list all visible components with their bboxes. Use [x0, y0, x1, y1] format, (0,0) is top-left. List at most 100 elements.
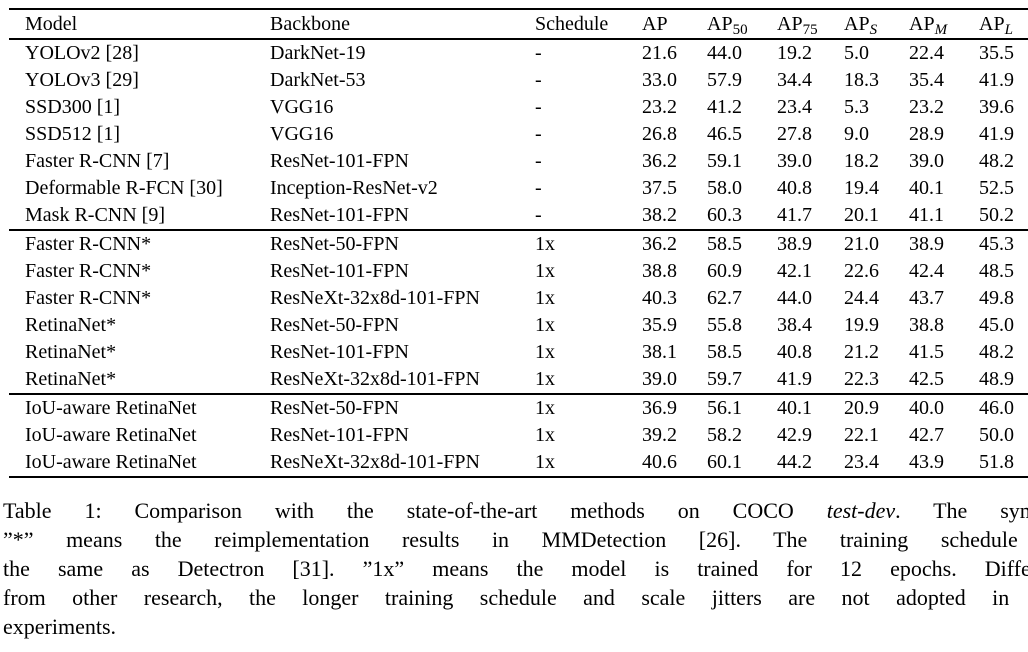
table-cell: 41.5 [909, 341, 944, 363]
table-cell: 41.1 [909, 204, 944, 226]
table-cell: 55.8 [707, 314, 742, 336]
col-header-ap50: AP50 [707, 9, 777, 40]
table-cell: ResNet-101-FPN [270, 424, 409, 446]
table-cell: 18.3 [844, 69, 879, 91]
table-cell: 41.9 [777, 368, 812, 390]
model-cell: IoU-aware RetinaNet [25, 397, 197, 419]
table-cell: 36.2 [642, 233, 677, 255]
table-row: IoU-aware RetinaNet ResNeXt-32x8d-101-FPN… [9, 449, 1028, 477]
col-header-label: Backbone [270, 13, 350, 35]
col-header-aps: APS [844, 9, 909, 40]
table-cell: 58.5 [707, 233, 742, 255]
table-cell: 38.8 [909, 314, 944, 336]
table-cell: 35.5 [979, 42, 1014, 64]
header-row: Model Backbone Schedule AP AP50 AP75 APS… [9, 9, 1028, 40]
table-row: IoU-aware RetinaNet ResNet-101-FPN 1x 39.2 5… [9, 422, 1028, 449]
table-cell: ResNet-50-FPN [270, 233, 399, 255]
table-cell: 41.9 [979, 69, 1014, 91]
table-cell: 60.9 [707, 260, 742, 282]
table-cell: 51.8 [979, 451, 1014, 473]
table-cell: 40.0 [909, 397, 944, 419]
table-cell: 5.0 [844, 42, 869, 64]
col-header-label: AP [979, 13, 1005, 35]
table-cell: - [535, 150, 542, 172]
caption-line-5: experiments. [3, 612, 1028, 641]
table-header: Model Backbone Schedule AP AP50 AP75 APS… [9, 9, 1028, 40]
table-cell: 1x [535, 341, 555, 363]
caption-text: ”*” means the reimplementation results i… [3, 527, 1028, 552]
caption-italic-text: test-dev [826, 498, 896, 523]
table-cell: 38.8 [642, 260, 677, 282]
table-cell: 38.9 [909, 233, 944, 255]
table-cell: 38.2 [642, 204, 677, 226]
col-header-ap: AP [642, 9, 707, 40]
table-cell: Inception-ResNet-v2 [270, 177, 438, 199]
col-header-label: AP [707, 13, 733, 35]
col-header-subscript: M [934, 22, 948, 38]
table-cell: 40.8 [777, 341, 812, 363]
table-cell: - [535, 204, 542, 226]
model-cell: Mask R-CNN [9] [25, 204, 165, 226]
caption-text: . The symbol [895, 498, 1028, 523]
table-cell: 21.2 [844, 341, 879, 363]
table-row: RetinaNet* ResNet-50-FPN 1x 35.9 55.8 38.4 19.… [9, 312, 1028, 339]
table-cell: ResNet-50-FPN [270, 397, 399, 419]
model-cell: RetinaNet* [25, 368, 117, 390]
table-cell: 22.6 [844, 260, 879, 282]
col-header-model: Model [9, 9, 270, 40]
table-cell: ResNet-101-FPN [270, 204, 409, 226]
table-cell: 23.4 [777, 96, 812, 118]
col-header-label: Model [25, 13, 78, 35]
table-row: Deformable R-FCN [30] Inception-ResNet-v2… [9, 175, 1028, 202]
col-header-label: Schedule [535, 13, 609, 35]
model-cell: Faster R-CNN* [25, 287, 152, 309]
table-cell: 43.9 [909, 451, 944, 473]
table-cell: 39.6 [979, 96, 1014, 118]
table-cell: 48.5 [979, 260, 1014, 282]
table-cell: 42.4 [909, 260, 944, 282]
col-header-subscript: 50 [732, 22, 748, 38]
model-cell: Faster R-CNN* [25, 260, 152, 282]
col-header-subscript: L [1004, 22, 1013, 38]
table-cell: 9.0 [844, 123, 869, 145]
table-cell: 19.9 [844, 314, 879, 336]
table-cell: 50.2 [979, 204, 1014, 226]
table-cell: 19.4 [844, 177, 879, 199]
table-cell: 46.0 [979, 397, 1014, 419]
table-cell: 33.0 [642, 69, 677, 91]
table-cell: 46.5 [707, 123, 742, 145]
table-cell: 23.2 [909, 96, 944, 118]
table-cell: 41.7 [777, 204, 812, 226]
table-cell: 57.9 [707, 69, 742, 91]
col-header-apl: APL [979, 9, 1028, 40]
table-cell: ResNet-101-FPN [270, 150, 409, 172]
col-header-label: AP [844, 13, 870, 35]
table-cell: 44.2 [777, 451, 812, 473]
table-cell: 19.2 [777, 42, 812, 64]
caption-text: Table 1: Comparison with the state-of-th… [3, 498, 827, 523]
table-cell: 59.1 [707, 150, 742, 172]
table-cell: 50.0 [979, 424, 1014, 446]
caption-text: experiments. [3, 614, 117, 639]
table-cell: 43.7 [909, 287, 944, 309]
table-cell: 1x [535, 314, 555, 336]
table-cell: 62.7 [707, 287, 742, 309]
table-row: SSD512 [1] VGG16 - 26.8 46.5 27.8 9.0 28.9 41.9 [9, 121, 1028, 148]
table-cell: 49.8 [979, 287, 1014, 309]
table-cell: DarkNet-19 [270, 42, 366, 64]
table-cell: 1x [535, 451, 555, 473]
table-cell: 39.0 [642, 368, 677, 390]
table-cell: 20.1 [844, 204, 879, 226]
col-header-label: AP [909, 13, 935, 35]
table-cell: 1x [535, 260, 555, 282]
table-cell: 38.4 [777, 314, 812, 336]
table-cell: 48.2 [979, 150, 1014, 172]
table-cell: - [535, 42, 542, 64]
table-cell: 45.0 [979, 314, 1014, 336]
table-cell: - [535, 96, 542, 118]
col-header-label: AP [642, 13, 668, 35]
table-cell: 1x [535, 424, 555, 446]
table-cell: 22.4 [909, 42, 944, 64]
table-row: Faster R-CNN [7] ResNet-101-FPN - 36.2 59.1 3… [9, 148, 1028, 175]
table-cell: 1x [535, 368, 555, 390]
